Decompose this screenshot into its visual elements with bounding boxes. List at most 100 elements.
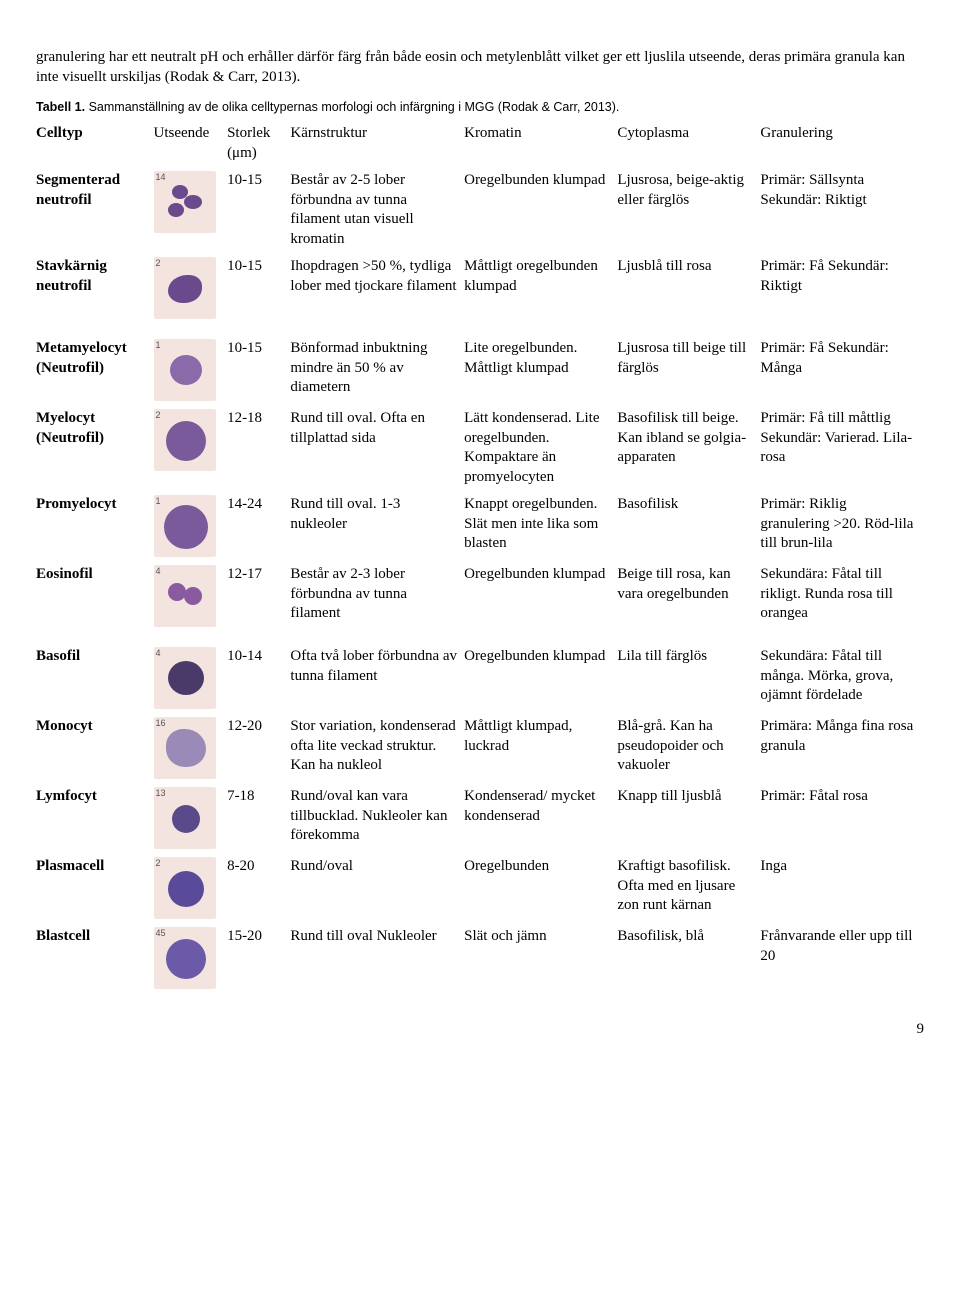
th-karn: Kärnstruktur — [290, 120, 464, 167]
th-celltyp: Celltyp — [36, 120, 154, 167]
cell-size: 10-15 — [227, 167, 290, 253]
cell-size: 15-20 — [227, 923, 290, 993]
cell-appearance: 45 — [154, 923, 228, 993]
cell-type: Myelocyt (Neutrofil) — [36, 405, 154, 491]
cell-nucleus-structure: Rund till oval. 1-3 nukleoler — [290, 491, 464, 561]
table-caption: Tabell 1. Sammanställning av de olika ce… — [36, 100, 924, 114]
cell-size: 10-15 — [227, 253, 290, 323]
image-number: 1 — [156, 340, 161, 352]
image-number: 2 — [156, 410, 161, 422]
cell-cytoplasm: Knapp till ljusblå — [617, 783, 760, 853]
cell-appearance: 14 — [154, 167, 228, 253]
cell-appearance: 13 — [154, 783, 228, 853]
th-cyto: Cytoplasma — [617, 120, 760, 167]
image-number: 4 — [156, 566, 161, 578]
cell-appearance: 16 — [154, 713, 228, 783]
table-row: Blastcell4515-20Rund till oval Nukleoler… — [36, 923, 924, 993]
cell-size: 8-20 — [227, 853, 290, 923]
cell-granulation: Primär: Riklig granulering >20. Röd-lila… — [760, 491, 924, 561]
cell-nucleus-structure: Rund till oval Nukleoler — [290, 923, 464, 993]
cell-image: 14 — [154, 171, 216, 233]
cell-nucleus-structure: Rund till oval. Ofta en tillplattad sida — [290, 405, 464, 491]
cell-type: Eosinofil — [36, 561, 154, 631]
image-number: 2 — [156, 858, 161, 870]
cell-chromatin: Kondenserad/ mycket kondenserad — [464, 783, 617, 853]
cell-appearance: 1 — [154, 323, 228, 405]
cell-appearance: 1 — [154, 491, 228, 561]
cell-image: 1 — [154, 495, 216, 557]
cell-image: 4 — [154, 647, 216, 709]
cell-nucleus-structure: Består av 2-5 lober förbundna av tunna f… — [290, 167, 464, 253]
cell-chromatin: Oregelbunden klumpad — [464, 167, 617, 253]
cell-appearance: 2 — [154, 253, 228, 323]
cell-appearance: 4 — [154, 631, 228, 713]
caption-label: Tabell 1. — [36, 100, 85, 114]
cell-nucleus-structure: Består av 2-3 lober förbundna av tunna f… — [290, 561, 464, 631]
cell-cytoplasm: Ljusblå till rosa — [617, 253, 760, 323]
th-utseende: Utseende — [154, 120, 228, 167]
cell-cytoplasm: Kraftigt basofilisk. Ofta med en ljusare… — [617, 853, 760, 923]
cell-cytoplasm: Lila till färglös — [617, 631, 760, 713]
cell-size: 12-18 — [227, 405, 290, 491]
image-number: 2 — [156, 258, 161, 270]
page-number: 9 — [36, 1021, 924, 1038]
table-row: Segmenterad neutrofil14 10-15Består av 2-… — [36, 167, 924, 253]
cell-granulation: Frånvarande eller upp till 20 — [760, 923, 924, 993]
cell-nucleus-structure: Ihopdragen >50 %, tydliga lober med tjoc… — [290, 253, 464, 323]
table-row: Lymfocyt13 7-18Rund/oval kan vara tillbuc… — [36, 783, 924, 853]
cell-size: 10-15 — [227, 323, 290, 405]
cell-cytoplasm: Blå-grå. Kan ha pseudopoider och vakuole… — [617, 713, 760, 783]
cell-image: 2 — [154, 857, 216, 919]
cell-chromatin: Lätt kondenserad. Lite oregelbunden. Kom… — [464, 405, 617, 491]
cell-nucleus-structure: Bönformad inbuktning mindre än 50 % av d… — [290, 323, 464, 405]
cell-granulation: Sekundära: Fåtal till rikligt. Runda ros… — [760, 561, 924, 631]
cell-chromatin: Måttligt oregelbunden klumpad — [464, 253, 617, 323]
cell-nucleus-structure: Ofta två lober förbundna av tunna filame… — [290, 631, 464, 713]
cell-cytoplasm: Basofilisk till beige. Kan ibland se gol… — [617, 405, 760, 491]
cell-nucleus-structure: Rund/oval — [290, 853, 464, 923]
cell-morphology-table: Celltyp Utseende Storlek (μm) Kärnstrukt… — [36, 120, 924, 993]
table-header-row: Celltyp Utseende Storlek (μm) Kärnstrukt… — [36, 120, 924, 167]
cell-size: 10-14 — [227, 631, 290, 713]
table-row: Myelocyt (Neutrofil)2 12-18Rund till oval… — [36, 405, 924, 491]
cell-type: Blastcell — [36, 923, 154, 993]
cell-type: Segmenterad neutrofil — [36, 167, 154, 253]
th-storlek: Storlek (μm) — [227, 120, 290, 167]
table-row: Plasmacell28-20Rund/ovalOregelbundenKraf… — [36, 853, 924, 923]
cell-size: 7-18 — [227, 783, 290, 853]
cell-nucleus-structure: Rund/oval kan vara tillbucklad. Nukleole… — [290, 783, 464, 853]
cell-image: 45 — [154, 927, 216, 989]
cell-granulation: Primär: Få Sekundär: Riktigt — [760, 253, 924, 323]
cell-granulation: Inga — [760, 853, 924, 923]
cell-chromatin: Lite oregelbunden. Måttligt klumpad — [464, 323, 617, 405]
image-number: 14 — [156, 172, 166, 184]
cell-granulation: Primär: Sällsynta Sekundär: Riktigt — [760, 167, 924, 253]
th-gran: Granulering — [760, 120, 924, 167]
table-row: Metamyelocyt (Neutrofil)110-15Bönformad … — [36, 323, 924, 405]
intro-paragraph: granulering har ett neutralt pH och erhå… — [36, 47, 924, 88]
image-number: 13 — [156, 788, 166, 800]
cell-image: 1 — [154, 339, 216, 401]
cell-cytoplasm: Beige till rosa, kan vara oregelbunden — [617, 561, 760, 631]
image-number: 4 — [156, 648, 161, 660]
caption-text: Sammanställning av de olika celltypernas… — [89, 100, 620, 114]
cell-type: Basofil — [36, 631, 154, 713]
cell-granulation: Primär: Få till måttlig Sekundär: Varier… — [760, 405, 924, 491]
cell-image: 2 — [154, 409, 216, 471]
table-row: Stavkärnig neutrofil210-15Ihopdragen >50… — [36, 253, 924, 323]
cell-granulation: Primär: Få Sekundär: Många — [760, 323, 924, 405]
cell-granulation: Primära: Många fina rosa granula — [760, 713, 924, 783]
cell-type: Lymfocyt — [36, 783, 154, 853]
cell-image: 16 — [154, 717, 216, 779]
cell-appearance: 2 — [154, 853, 228, 923]
cell-granulation: Sekundära: Fåtal till många. Mörka, grov… — [760, 631, 924, 713]
cell-type: Plasmacell — [36, 853, 154, 923]
cell-cytoplasm: Basofilisk — [617, 491, 760, 561]
table-row: Basofil4 10-14Ofta två lober förbundna av… — [36, 631, 924, 713]
cell-type: Promyelocyt — [36, 491, 154, 561]
cell-chromatin: Oregelbunden klumpad — [464, 631, 617, 713]
cell-size: 12-17 — [227, 561, 290, 631]
image-number: 16 — [156, 718, 166, 730]
th-kromatin: Kromatin — [464, 120, 617, 167]
cell-appearance: 2 — [154, 405, 228, 491]
